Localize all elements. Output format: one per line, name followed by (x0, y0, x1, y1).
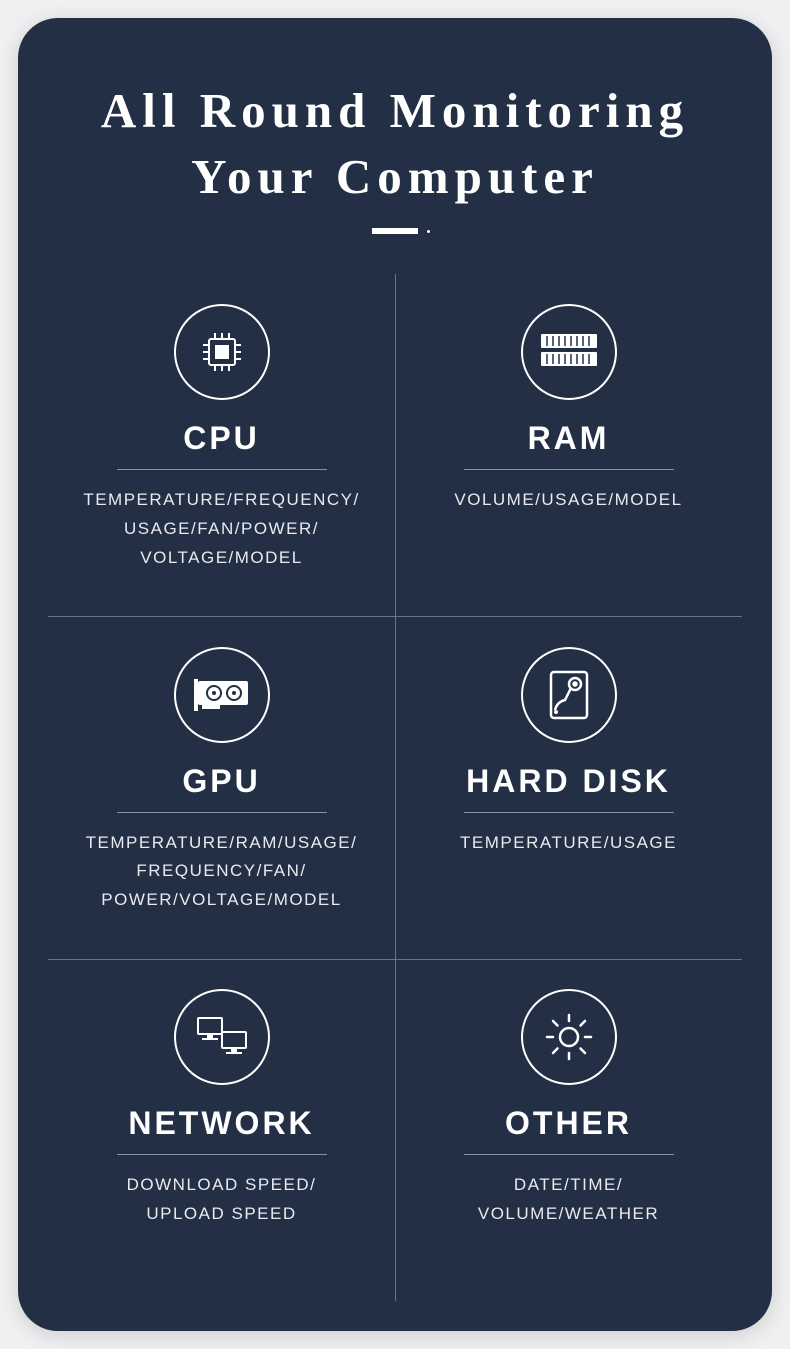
cell-title: OTHER (505, 1105, 632, 1142)
title-divider (372, 228, 418, 234)
cell-title: HARD DISK (466, 763, 671, 800)
cpu-icon (174, 304, 270, 400)
cell-harddisk: HARD DISK TEMPERATURE/USAGE (395, 617, 742, 959)
network-icon (174, 989, 270, 1085)
cell-ram: RAM VOLUME/USAGE/MODEL (395, 274, 742, 616)
cell-desc: DOWNLOAD SPEED/ UPLOAD SPEED (127, 1171, 317, 1229)
cell-desc: TEMPERATURE/RAM/USAGE/ FREQUENCY/FAN/ PO… (86, 829, 358, 916)
cell-title: GPU (182, 763, 260, 800)
cell-other: OTHER DATE/TIME/ VOLUME/WEATHER (395, 959, 742, 1301)
cell-desc: DATE/TIME/ VOLUME/WEATHER (478, 1171, 659, 1229)
cell-underline (464, 469, 674, 470)
grid-divider-horizontal-2 (48, 959, 742, 960)
sun-icon (521, 989, 617, 1085)
info-card: All Round Monitoring Your Computer CPU T… (18, 18, 772, 1331)
cell-title: NETWORK (128, 1105, 314, 1142)
cell-gpu: GPU TEMPERATURE/RAM/USAGE/ FREQUENCY/FAN… (48, 617, 395, 959)
cell-underline (117, 1154, 327, 1155)
cell-underline (117, 812, 327, 813)
cell-desc: TEMPERATURE/FREQUENCY/ USAGE/FAN/POWER/ … (83, 486, 359, 573)
cell-desc: VOLUME/USAGE/MODEL (454, 486, 682, 515)
gpu-icon (174, 647, 270, 743)
card-title: All Round Monitoring Your Computer (48, 78, 742, 210)
grid-divider-vertical (395, 274, 396, 1301)
cell-desc: TEMPERATURE/USAGE (460, 829, 677, 858)
grid-divider-horizontal-1 (48, 616, 742, 617)
cell-underline (464, 1154, 674, 1155)
feature-grid: CPU TEMPERATURE/FREQUENCY/ USAGE/FAN/POW… (48, 274, 742, 1301)
cell-title: RAM (528, 420, 610, 457)
cell-cpu: CPU TEMPERATURE/FREQUENCY/ USAGE/FAN/POW… (48, 274, 395, 616)
cell-underline (117, 469, 327, 470)
cell-underline (464, 812, 674, 813)
harddisk-icon (521, 647, 617, 743)
cell-network: NETWORK DOWNLOAD SPEED/ UPLOAD SPEED (48, 959, 395, 1301)
cell-title: CPU (183, 420, 260, 457)
ram-icon (521, 304, 617, 400)
